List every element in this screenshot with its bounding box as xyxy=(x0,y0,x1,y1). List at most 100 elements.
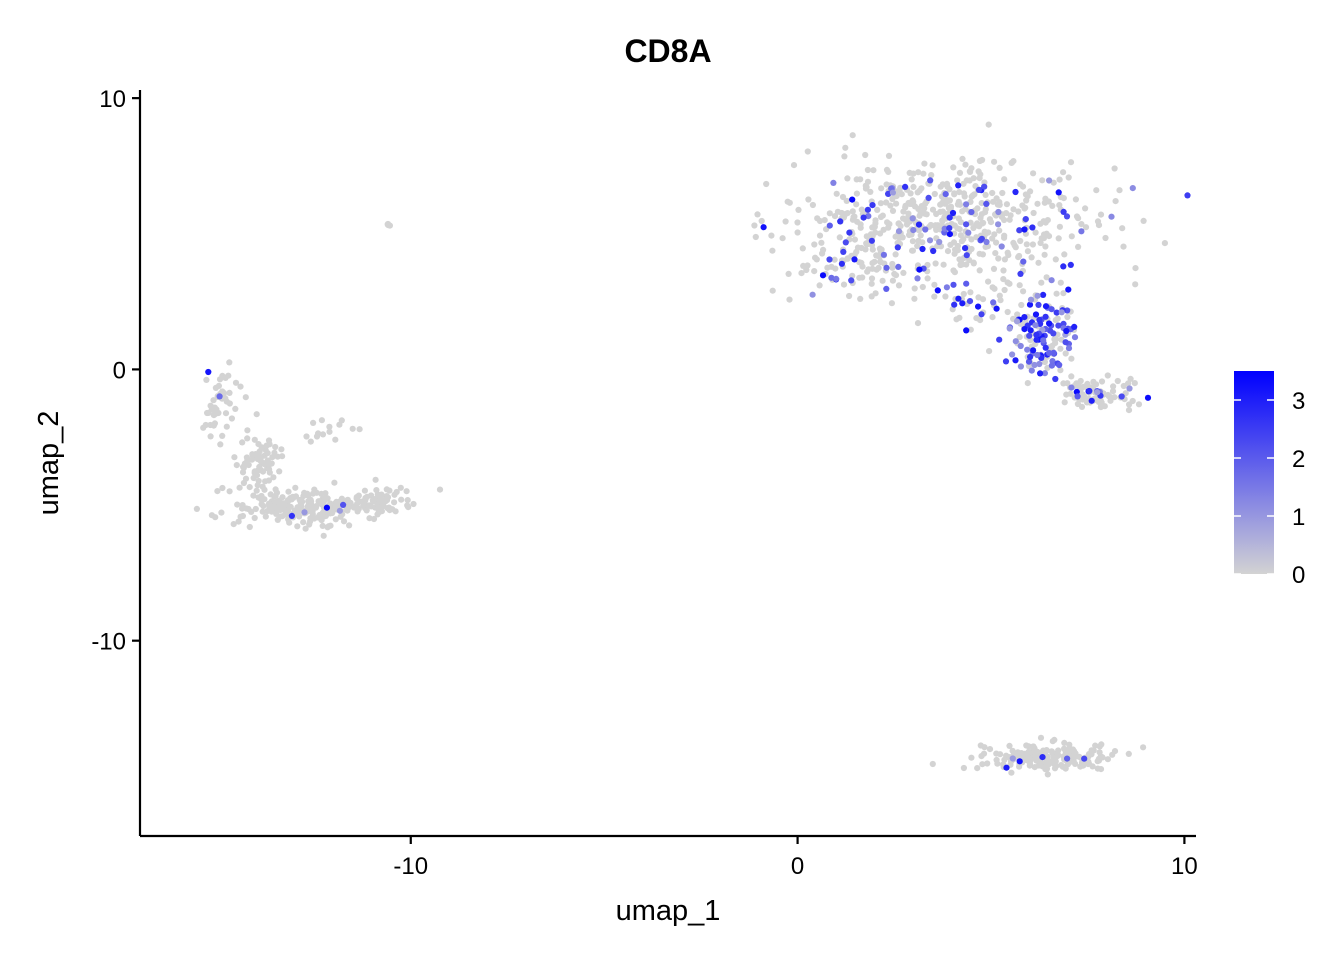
cell-point xyxy=(956,226,963,233)
expressing-cell-point xyxy=(1009,351,1016,358)
cell-point xyxy=(954,242,962,250)
cell-point xyxy=(1131,380,1138,387)
colorbar-tick-label: 1 xyxy=(1292,504,1305,531)
cell-point xyxy=(1068,233,1075,240)
cell-point xyxy=(958,238,966,245)
cell-point xyxy=(279,494,286,501)
cell-point xyxy=(809,201,817,209)
cell-point xyxy=(1026,760,1034,768)
cell-point xyxy=(1030,170,1037,177)
cell-point xyxy=(1055,747,1062,754)
expressing-cell-point xyxy=(1035,301,1042,308)
cell-point xyxy=(1027,188,1034,195)
expressing-cell-point xyxy=(998,243,1005,250)
cell-point xyxy=(210,397,217,404)
cell-point xyxy=(1041,251,1048,258)
cell-point xyxy=(963,261,970,268)
cell-point xyxy=(1040,235,1047,242)
cell-point xyxy=(239,439,246,446)
expressing-cell-point xyxy=(946,231,954,238)
x-tick-label: -10 xyxy=(393,853,428,880)
expressing-cell-point xyxy=(1060,320,1067,327)
cell-point xyxy=(854,244,862,251)
cell-point xyxy=(1042,759,1049,766)
expressing-cell-point xyxy=(934,287,941,294)
cell-point xyxy=(869,260,876,267)
cell-point xyxy=(273,504,280,511)
expressing-cell-point xyxy=(1020,258,1027,265)
expressing-cell-point xyxy=(1036,360,1043,368)
cell-point xyxy=(880,226,887,233)
cell-point xyxy=(1037,239,1044,247)
expressing-cell-point xyxy=(1032,311,1040,318)
cell-point xyxy=(1017,237,1024,245)
cell-point xyxy=(1001,756,1008,763)
expressing-cell-point xyxy=(216,393,223,400)
cell-point xyxy=(244,457,251,464)
ticks-layer: -10 0 10 10 0 -10 xyxy=(91,86,1197,880)
cell-point xyxy=(1032,229,1039,236)
expressing-cell-point xyxy=(1060,208,1067,215)
cell-point xyxy=(1016,763,1023,770)
cell-point xyxy=(980,219,987,226)
cell-point xyxy=(811,241,818,248)
expressing-cell-point xyxy=(902,183,909,190)
cell-point xyxy=(1111,165,1118,172)
expressing-cell-point xyxy=(849,196,856,203)
expressing-cell-point xyxy=(1040,337,1047,344)
cell-point xyxy=(218,509,225,516)
cell-point xyxy=(782,218,789,225)
expressing-cell-point xyxy=(895,228,903,235)
cell-point xyxy=(794,229,801,236)
cell-point xyxy=(1049,342,1056,349)
expressing-cell-point xyxy=(1003,764,1010,771)
expressing-cell-point xyxy=(915,221,923,228)
cell-point xyxy=(1053,290,1060,297)
cell-point xyxy=(217,441,224,448)
cell-point xyxy=(292,493,300,500)
expressing-cell-point xyxy=(1025,358,1033,365)
cell-point xyxy=(929,760,936,768)
cell-point xyxy=(1055,235,1062,242)
cell-point xyxy=(879,212,886,219)
cell-point xyxy=(1125,407,1133,414)
cell-point xyxy=(928,172,935,179)
expressing-cell-point xyxy=(1068,384,1075,391)
cell-point xyxy=(923,211,930,218)
expressing-cell-point xyxy=(925,194,932,201)
expressing-cell-point xyxy=(1033,336,1040,343)
cell-point xyxy=(877,200,885,207)
cell-point xyxy=(1120,243,1127,250)
cell-point xyxy=(230,521,237,528)
cell-point xyxy=(960,190,968,197)
cell-point xyxy=(1140,217,1147,224)
cell-point xyxy=(1015,254,1022,261)
cell-point xyxy=(233,462,240,469)
cell-point xyxy=(826,210,833,217)
cell-point xyxy=(1065,746,1072,753)
expressing-cell-point xyxy=(966,298,974,305)
cell-point xyxy=(226,359,233,366)
expressing-cell-point xyxy=(760,224,767,231)
expressing-cell-point xyxy=(1027,327,1034,334)
cell-point xyxy=(932,260,939,267)
cell-point xyxy=(978,200,985,207)
cell-point xyxy=(1030,209,1037,217)
cell-point xyxy=(251,514,258,522)
cell-point xyxy=(1096,743,1103,750)
expressing-cell-point xyxy=(1063,213,1071,220)
expressing-cell-point xyxy=(978,235,986,242)
cell-point xyxy=(799,245,806,252)
cell-point xyxy=(1004,279,1011,286)
expressing-cell-point xyxy=(950,281,957,288)
cell-point xyxy=(980,750,988,757)
cell-point xyxy=(1004,308,1011,316)
expressing-cell-point xyxy=(968,209,975,216)
cell-point xyxy=(403,488,410,495)
cell-point xyxy=(1057,367,1064,374)
cell-point xyxy=(285,488,292,495)
cell-point xyxy=(253,411,260,418)
cell-point xyxy=(272,443,279,451)
x-tick-label: 0 xyxy=(791,853,804,880)
